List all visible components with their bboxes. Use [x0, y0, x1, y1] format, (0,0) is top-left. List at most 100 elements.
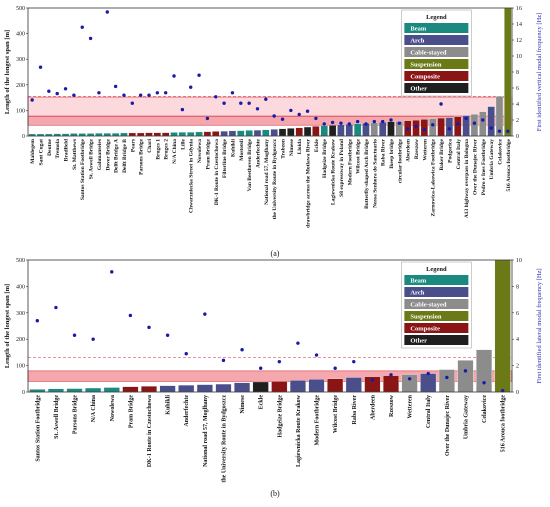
bar	[487, 106, 495, 137]
bar	[162, 132, 170, 137]
bar	[196, 384, 213, 393]
category-label: Pedro e Ines Footbridge	[481, 138, 487, 195]
frequency-point	[122, 93, 126, 97]
frequency-point	[506, 129, 510, 133]
legend-swatch	[404, 311, 469, 321]
frequency-point	[322, 122, 326, 126]
y2-tick-label: 6	[516, 86, 519, 92]
frequency-point	[407, 377, 412, 381]
frequency-point	[189, 85, 193, 89]
frequency-point	[439, 102, 443, 106]
frequency-point	[214, 95, 218, 99]
bar	[47, 388, 64, 393]
frequency-point	[72, 93, 76, 97]
frequency-point	[464, 116, 468, 121]
legend-swatch	[404, 23, 469, 33]
y2-tick-label: 12	[516, 38, 522, 44]
bar	[303, 126, 312, 137]
bar	[445, 117, 454, 137]
frequency-point	[147, 93, 151, 97]
bar	[178, 384, 195, 393]
plot-frame	[27, 259, 513, 393]
bar	[141, 386, 157, 393]
bar	[234, 382, 251, 393]
category-label: Nimese	[289, 138, 295, 156]
category-label: Butterfly-shaped Arch Bridge	[364, 138, 370, 208]
legend-swatch	[404, 323, 469, 333]
bar	[120, 132, 128, 137]
category-label: circular footbridge	[397, 138, 403, 183]
bar	[103, 387, 120, 393]
frequency-point	[472, 121, 477, 125]
category-label: Modern Footbridge	[315, 395, 321, 446]
frequency-point	[289, 108, 293, 113]
category-label: Ikeep bridge	[389, 138, 395, 168]
category-label: Pears	[130, 139, 136, 152]
y2-tick-label: 10	[516, 258, 522, 264]
category-label: 516 Arouca footbridge	[501, 395, 507, 453]
frequency-point	[370, 378, 375, 382]
frequency-point	[305, 109, 310, 113]
legend-label: Composite	[410, 74, 440, 81]
frequency-point	[426, 371, 430, 376]
category-label: DK-1 Route in Czestochowa	[147, 395, 153, 467]
category-label: Parsons Bridge	[73, 395, 79, 435]
category-label: 516 Arouca footbridge	[506, 138, 512, 191]
legend-title: Legend	[426, 266, 447, 273]
bar	[454, 116, 462, 137]
category-label: Lloida	[297, 139, 303, 155]
y2-axis-label: First identified lateral modal frequency…	[536, 268, 543, 383]
frequency-point	[247, 101, 251, 105]
category-label: DK-1 Route in Czestochowa	[214, 139, 220, 205]
bar	[137, 132, 145, 137]
category-label: Wilcost Bridge	[356, 138, 362, 173]
bar	[128, 132, 136, 137]
frequency-point	[184, 352, 188, 356]
bar	[245, 130, 253, 137]
bar	[328, 125, 337, 137]
y2-axis-label: First identified vertical modal frequenc…	[536, 13, 543, 132]
bar	[153, 132, 161, 137]
category-label: Wetteren	[422, 139, 428, 161]
category-label: Mostotsli	[239, 139, 245, 161]
y2-tick-label: 2	[516, 118, 519, 124]
bar	[320, 125, 328, 137]
bar	[270, 129, 278, 137]
frequency-point	[389, 118, 393, 122]
bar	[95, 133, 103, 137]
category-label: Tremola	[55, 139, 61, 159]
frequency-point	[165, 333, 170, 337]
category-label: Anderfechte	[255, 138, 261, 168]
bar	[289, 380, 306, 393]
category-label: A13 highway overpass in Bologna	[464, 139, 470, 218]
category-label: Wetteren	[408, 394, 414, 418]
bar	[312, 126, 320, 137]
frequency-point	[105, 10, 109, 14]
category-label: Delft Bridge A	[114, 139, 120, 173]
category-label: St. Aswell Bridge	[54, 395, 60, 439]
y2-tick-label: 10	[516, 54, 522, 60]
frequency-point	[130, 101, 135, 105]
bar	[187, 132, 195, 137]
legend-swatch	[404, 35, 469, 45]
category-label: National road 57, Moglhany	[264, 139, 270, 205]
category-label: Nowolewa	[197, 139, 203, 163]
bar	[85, 387, 102, 393]
bar	[308, 379, 325, 393]
frequency-point	[339, 121, 343, 125]
bar	[122, 386, 139, 393]
category-label: Umbria Gateway	[463, 395, 469, 439]
category-label: Podgorica	[447, 139, 453, 163]
frequency-point	[239, 101, 243, 105]
legend-swatch	[404, 275, 469, 285]
category-label: Sant Cugat	[39, 139, 45, 166]
category-label: Lille	[180, 138, 186, 149]
bar	[145, 132, 153, 137]
category-label: Hadgeize Bridge	[277, 395, 283, 438]
bar	[379, 122, 387, 137]
frequency-point	[163, 91, 168, 95]
category-label: N/A China	[91, 395, 97, 422]
y2-tick-label: 14	[516, 22, 522, 28]
legend-label: Other	[410, 338, 427, 345]
bar	[295, 127, 303, 137]
